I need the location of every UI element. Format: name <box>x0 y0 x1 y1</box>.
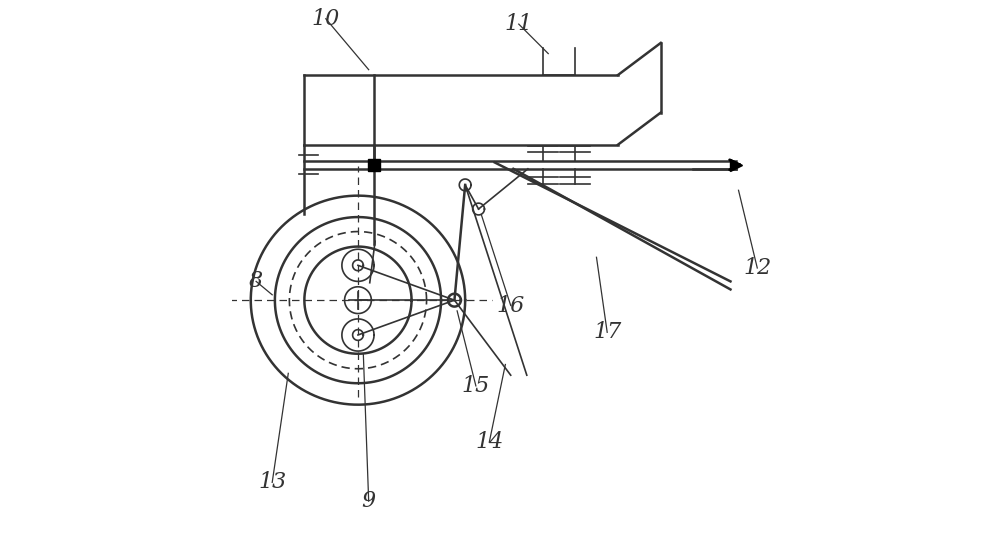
Text: 16: 16 <box>497 294 525 317</box>
Text: 15: 15 <box>462 375 490 397</box>
Text: 14: 14 <box>475 431 503 453</box>
Text: 17: 17 <box>593 321 621 344</box>
Text: 8: 8 <box>249 270 263 293</box>
Text: 10: 10 <box>312 8 340 30</box>
Text: 11: 11 <box>505 13 533 35</box>
Text: 12: 12 <box>743 257 771 279</box>
Text: 13: 13 <box>258 471 286 494</box>
Text: 9: 9 <box>362 490 376 512</box>
